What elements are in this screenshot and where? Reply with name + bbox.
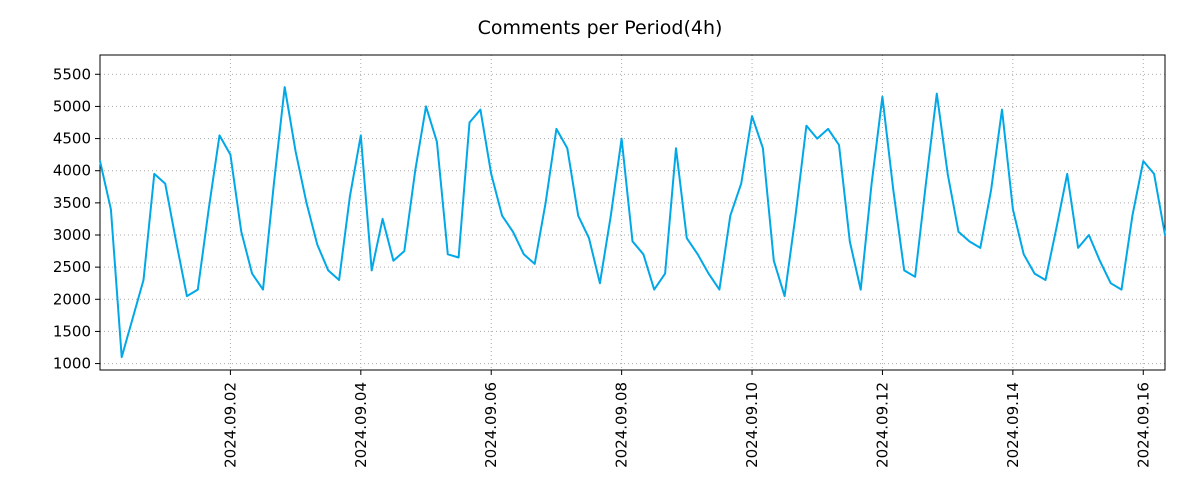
y-tick-label: 2500: [53, 258, 91, 276]
x-tick-label: 2024.09.12: [873, 382, 891, 468]
y-tick-label: 1000: [53, 355, 91, 373]
data-line-series: [99, 86, 1166, 359]
y-tick-label: 1500: [53, 322, 91, 340]
x-tick-label: 2024.09.10: [743, 382, 761, 468]
y-tick-label: 4000: [53, 162, 91, 180]
y-tick-label: 3500: [53, 194, 91, 212]
plot-border: [99, 54, 1166, 371]
y-tick-label: 3000: [53, 226, 91, 244]
chart-title: Comments per Period(4h): [477, 17, 723, 39]
x-tick-label: 2024.09.14: [1004, 382, 1022, 468]
y-tick-label: 2000: [53, 290, 91, 308]
y-tick-label: 5000: [53, 97, 91, 115]
x-tick-label: 2024.09.02: [221, 382, 239, 468]
x-tick-label: 2024.09.08: [613, 382, 631, 468]
x-tick-label: 2024.09.16: [1134, 382, 1152, 468]
x-tick-label: 2024.09.06: [482, 382, 500, 468]
y-tick-label: 4500: [53, 130, 91, 148]
y-tick-label: 5500: [53, 65, 91, 83]
x-tick-label: 2024.09.04: [352, 382, 370, 468]
